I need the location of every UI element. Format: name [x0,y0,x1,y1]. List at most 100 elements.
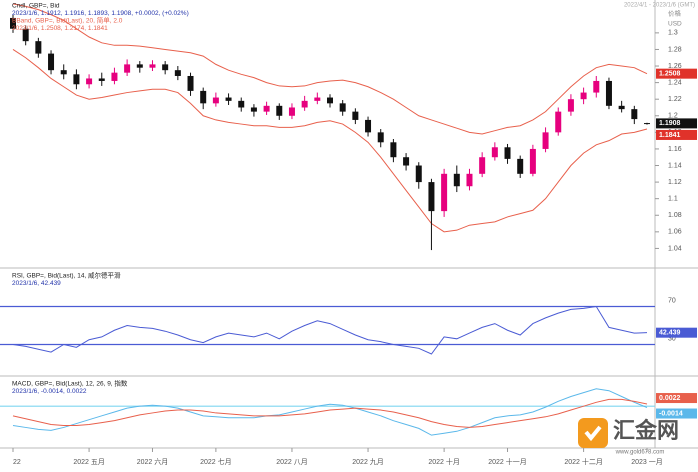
x-tick-label: 22 [13,459,21,466]
candle-body [377,132,384,143]
candle-body [187,75,194,91]
candle-body [352,111,359,120]
candle-body [212,97,219,104]
candle-body [365,119,372,133]
candle-body [60,70,67,75]
value-box-label: 1.1841 [659,132,681,139]
legend-text: BBand, GBP=, Bid(Last), 20, 简单, 2.0 [12,16,123,25]
watermark-title: 汇金网 [613,418,679,443]
indicator-line [12,388,648,436]
value-box-label: 0.0022 [659,395,681,402]
candle-body [542,132,549,149]
y-tick-label: 1.2 [668,113,678,120]
candle-body [517,158,524,174]
x-tick-label: 2023 一月 [631,458,663,466]
axis-label: 价格 [668,9,682,18]
value-box [656,68,697,79]
x-tick-label: 2022 十月 [428,457,460,466]
candle-body [555,111,562,133]
y-tick-label: 1.16 [668,146,682,153]
x-tick-label: 2022 九月 [352,457,384,466]
candle-body [390,142,397,158]
band-line [12,3,648,135]
y-tick-label: 1.3 [668,30,678,37]
value-box-label: -0.0014 [659,410,683,417]
candle-body [491,147,498,158]
value-box [656,327,697,338]
candle-body [238,100,245,108]
candle-body [403,157,410,166]
y-tick-label: 1.24 [668,79,682,86]
candle-body [580,92,587,100]
legend-text: 2023/1/6, -0.0014, 0.0022 [12,388,87,395]
x-tick-label: 2022 八月 [276,458,308,466]
candle-body [441,173,448,212]
candle-body [644,123,650,125]
value-box-label: 1.2508 [659,71,681,78]
candle-body [162,64,169,71]
legend-text: 2023/1/6, 1.1912, 1.1916, 1.1893, 1.1908… [12,10,189,17]
candle-body [339,103,346,112]
value-box [656,393,697,404]
candle-body [327,97,333,104]
candle-body [174,70,181,76]
candle-body [428,182,435,212]
candle-body [111,72,118,81]
candle-body [149,64,156,68]
value-box [656,129,697,140]
date-range: 2022/4/1 - 2023/1/6 (GMT) [624,3,695,9]
indicator-line [12,305,648,355]
candle-body [453,173,460,187]
watermark: 汇金网 www.gold678.com [578,418,679,456]
y-tick-label: 1.22 [668,96,682,103]
y-tick-label: 1.14 [668,162,682,169]
value-box-label: 1.1908 [659,120,681,127]
x-tick-label: 2022 六月 [137,457,169,466]
y-tick-label: 1.08 [668,212,682,219]
candle-body [263,105,270,112]
candle-body [466,173,473,187]
unit-label: USD [668,21,682,28]
candle-body [225,97,232,101]
y-tick-label: 1.04 [668,245,682,252]
candle-body [86,78,93,85]
watermark-logo-mark [584,425,602,442]
candle-body [504,147,511,159]
candle-body [529,148,536,174]
y-tick-label: 1.06 [668,229,682,236]
candle-body [631,109,638,120]
legend-text: 2023/1/6, 42.439 [12,280,61,287]
y-tick-label: 1.12 [668,179,682,186]
candle-body [415,165,422,183]
y-tick-label: 30 [668,335,676,342]
candle-body [567,99,574,112]
watermark-url: www.gold678.com [615,450,665,456]
legend-text: MACD, GBP=, Bid(Last), 12, 26, 9, 指数 [12,379,128,388]
value-box-label: 42.439 [659,330,681,337]
x-tick-label: 2022 十一月 [488,457,527,466]
legend-text: RSI, GBP=, Bid(Last), 14, 威尔德平滑 [12,271,121,280]
candle-body [288,107,295,116]
value-box [656,408,697,419]
legend-text: Cndl, GBP=, Bid [12,3,60,10]
x-tick-label: 2022 十二月 [564,457,603,466]
candle-body [301,100,308,108]
x-tick-label: 2022 五月 [73,458,105,466]
candle-body [314,97,321,101]
candle-body [593,80,600,93]
x-tick-label: 2022 七月 [200,457,232,466]
y-tick-label: 1.28 [668,46,682,53]
y-tick-label: 1.26 [668,63,682,70]
candle-body [22,28,29,42]
candle-body [200,90,207,104]
candle-body [98,78,105,81]
candle-body [35,41,42,54]
value-box [656,118,697,129]
candle-body [10,17,16,29]
candle-body [124,64,131,73]
candle-body [479,157,486,174]
candle-body [605,80,612,106]
